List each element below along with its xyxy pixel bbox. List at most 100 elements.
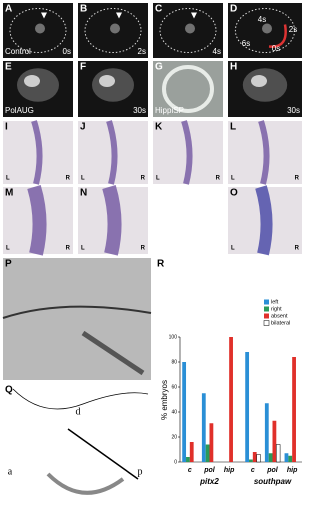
expression — [255, 185, 273, 256]
bar — [186, 457, 190, 462]
panel-label: J — [80, 122, 86, 133]
nucleus — [35, 23, 45, 34]
panel-text: L — [6, 176, 10, 182]
y-axis-label: % embryos — [160, 380, 169, 420]
panel-text: 0s — [63, 47, 71, 56]
panel-text: PolAUG — [5, 106, 34, 115]
panel-text: 4s — [258, 15, 266, 24]
panel-text: R — [66, 176, 71, 182]
panel-text: 30s — [287, 106, 300, 115]
bar — [272, 420, 277, 462]
legend-swatch — [264, 313, 269, 319]
arrowhead — [41, 12, 47, 19]
bar — [182, 362, 187, 462]
expression — [31, 120, 43, 185]
nucleus — [185, 23, 195, 34]
legend-label: right — [271, 306, 282, 312]
legend-swatch — [264, 306, 269, 312]
legend-label: absent — [271, 313, 288, 319]
panel-text: d — [76, 406, 81, 417]
bar — [288, 455, 293, 462]
panel-text: a — [8, 466, 13, 477]
panel-text: R — [295, 176, 300, 182]
signal — [17, 68, 59, 102]
group-label: southpaw — [254, 477, 292, 486]
panel-text: L — [81, 176, 85, 182]
panel-label: N — [80, 188, 87, 199]
panel-text: R — [141, 246, 146, 252]
x-tick-label: hip — [287, 467, 298, 474]
x-tick-label: pol — [266, 467, 279, 474]
expression — [27, 184, 47, 256]
expression — [181, 120, 193, 185]
signal — [251, 75, 267, 87]
bar — [229, 337, 233, 462]
panel-text: R — [216, 176, 221, 182]
cell-outline — [234, 8, 296, 53]
panel-text: 2s — [138, 47, 146, 56]
bar — [276, 444, 281, 463]
panel-text: R — [66, 246, 71, 252]
nucleus — [262, 23, 272, 34]
cell-outline — [9, 8, 67, 53]
bar — [292, 357, 296, 462]
panel-text: 6s — [242, 39, 250, 48]
panel-text: 2s — [289, 25, 297, 34]
cell-outline — [159, 8, 217, 53]
panel-text: 30s — [133, 106, 146, 115]
panel-label: M — [5, 188, 13, 199]
y-tick-label: 40 — [171, 409, 177, 415]
rotation-arrow — [46, 472, 125, 495]
needle — [67, 428, 139, 480]
panel-label: P — [5, 259, 12, 270]
panel-text: R — [141, 176, 146, 182]
panel-text: R — [295, 246, 300, 252]
legend-label: left — [271, 299, 279, 305]
y-tick-label: 60 — [171, 384, 177, 390]
panel-label: O — [230, 188, 238, 199]
cell-ring — [162, 65, 214, 113]
bar — [284, 453, 289, 462]
signal — [99, 75, 115, 87]
y-tick-label: 100 — [169, 334, 178, 340]
panel-label: E — [5, 62, 12, 73]
trajectory — [268, 24, 287, 48]
panel-text: L — [156, 176, 160, 182]
nucleus — [110, 23, 120, 34]
panel-text: L — [6, 246, 10, 252]
bar — [252, 452, 257, 462]
y-tick-label: 80 — [171, 359, 177, 365]
panel-label: D — [230, 4, 237, 15]
panel-text: 0s — [272, 44, 280, 53]
x-tick-label: hip — [224, 467, 235, 474]
panel-label: G — [155, 62, 163, 73]
panel-label: K — [155, 122, 163, 133]
bar — [249, 459, 253, 462]
panel-label: L — [230, 122, 236, 133]
legend-label: bilateral — [271, 320, 290, 326]
bar — [189, 442, 194, 462]
panel-text: L — [231, 246, 235, 252]
panel-label: F — [80, 62, 86, 73]
signal — [92, 68, 134, 102]
membrane — [2, 305, 152, 319]
panel-label: R — [157, 259, 165, 270]
expression — [102, 184, 122, 256]
bar — [209, 423, 214, 462]
bar — [256, 454, 261, 463]
bar — [268, 453, 273, 462]
panel-text: HippiSP — [155, 106, 184, 115]
arrowhead — [191, 12, 197, 19]
panel-text: p — [138, 466, 143, 477]
bar — [245, 352, 250, 462]
group-label: pitx2 — [199, 477, 219, 486]
y-tick-label: 0 — [174, 459, 177, 465]
expression — [258, 120, 270, 185]
legend-swatch — [264, 299, 269, 305]
panel-label: C — [155, 4, 162, 15]
microneedle — [81, 330, 145, 376]
panel-text: L — [231, 176, 235, 182]
panel-image — [3, 384, 151, 502]
bar — [264, 403, 269, 462]
y-tick-label: 20 — [171, 434, 177, 440]
